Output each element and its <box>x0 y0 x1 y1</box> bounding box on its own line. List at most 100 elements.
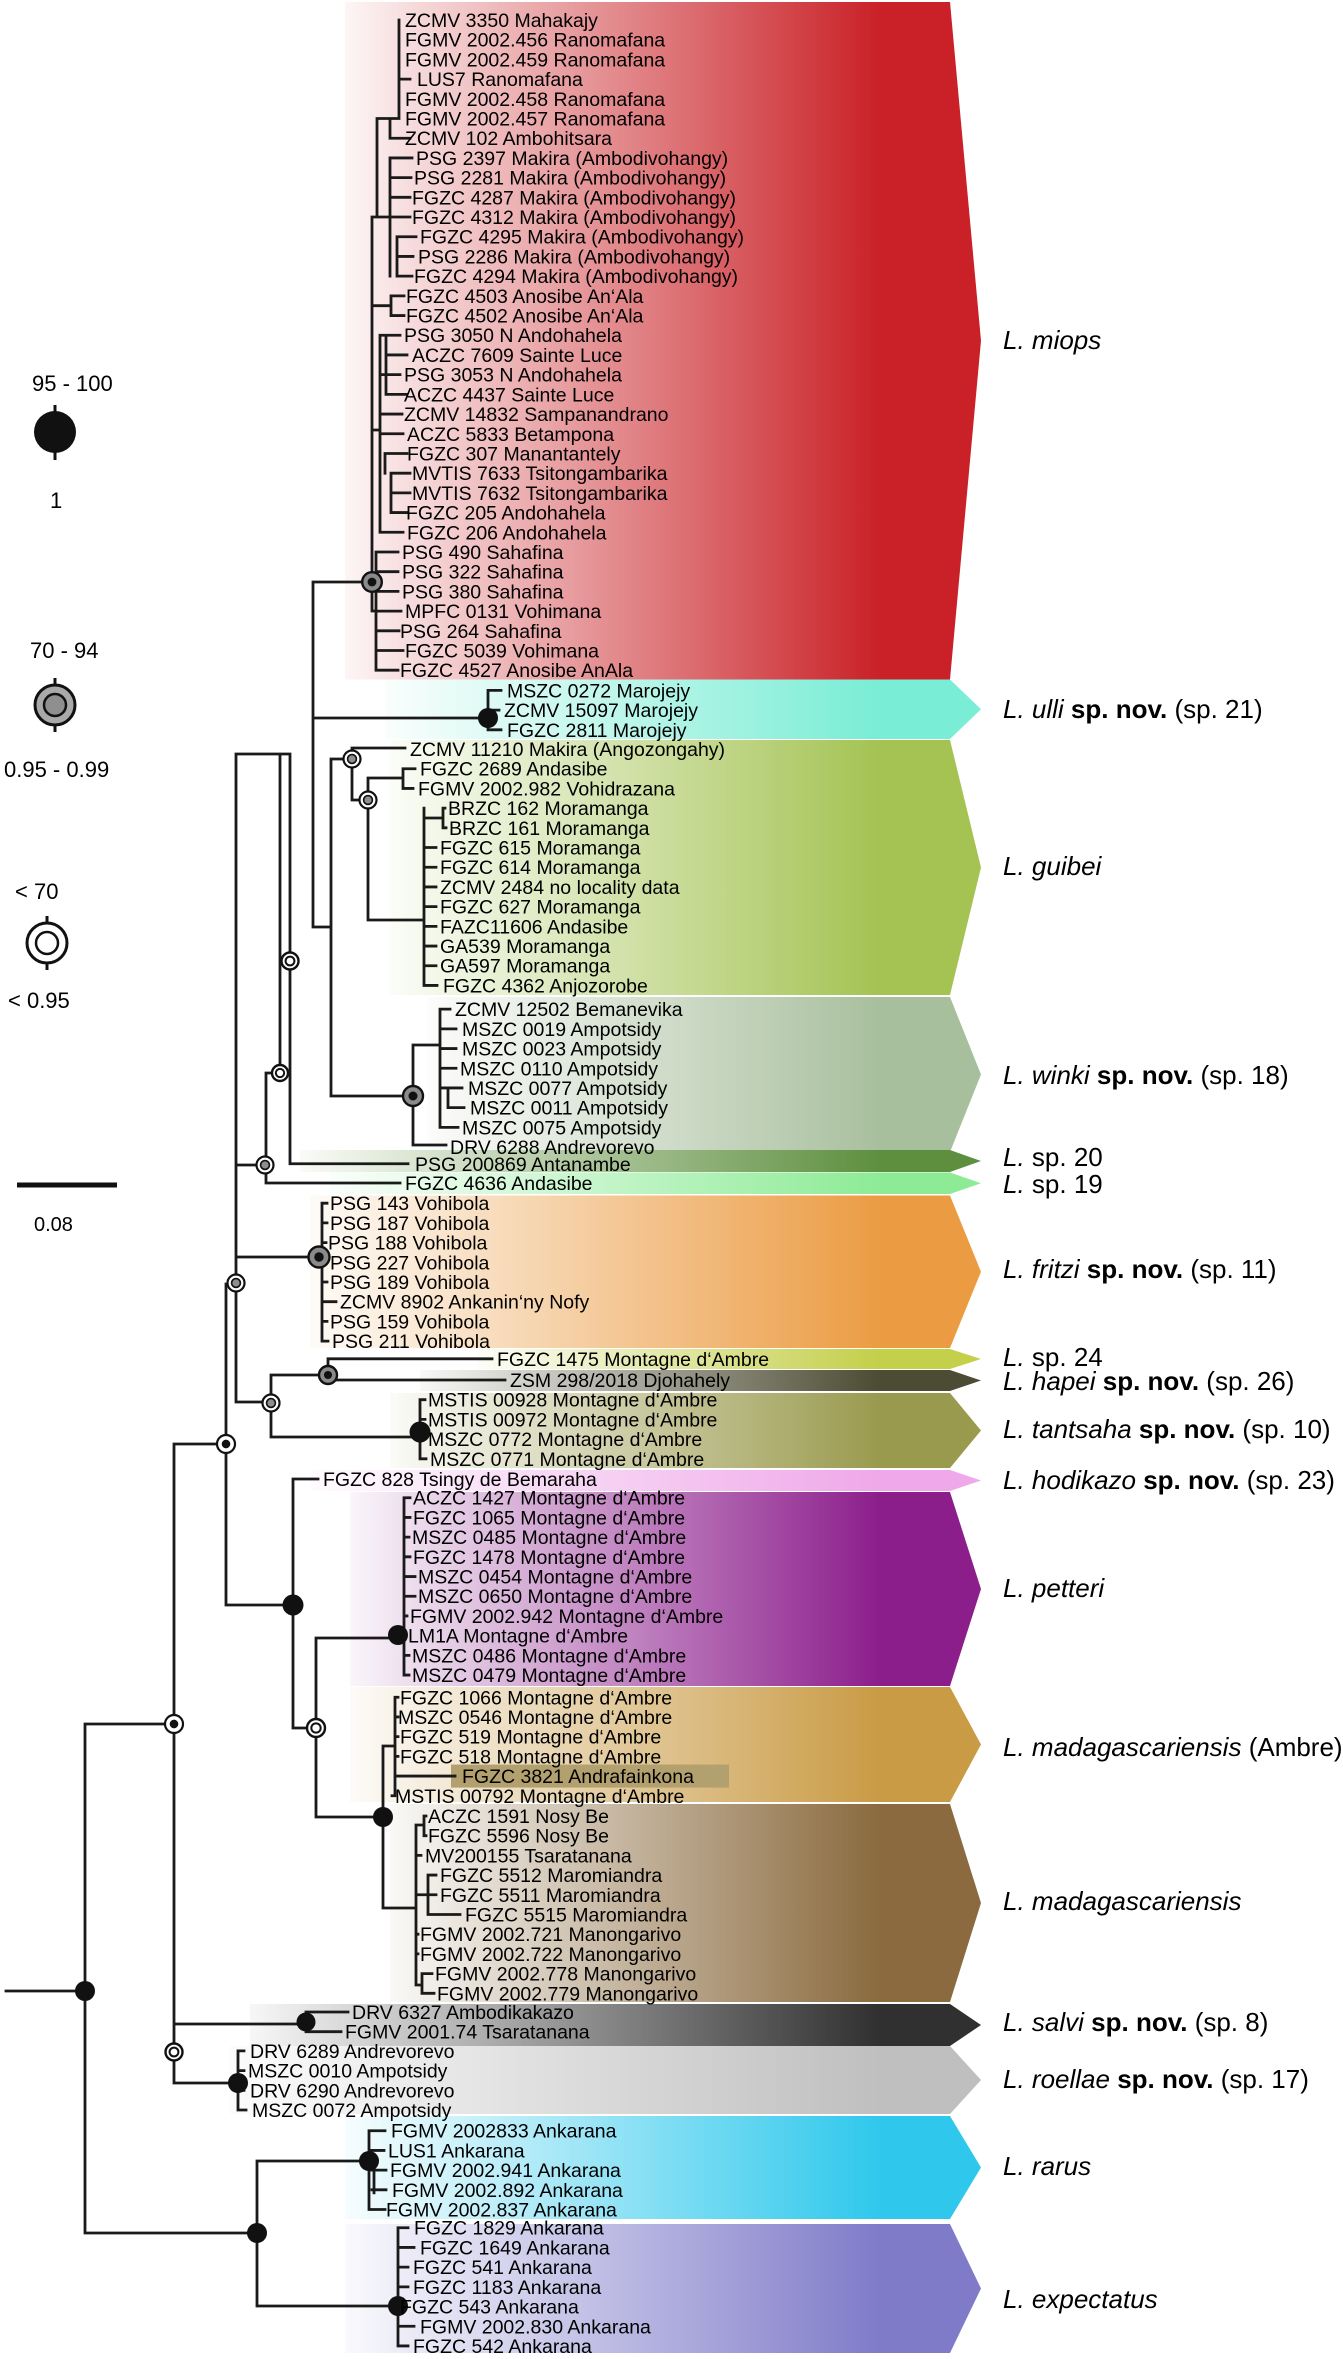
svg-text:MV200155 Tsaratanana: MV200155 Tsaratanana <box>425 1845 632 1867</box>
svg-text:ZCMV 12502 Bemanevika: ZCMV 12502 Bemanevika <box>455 999 683 1021</box>
svg-text:LUS1 Ankarana: LUS1 Ankarana <box>388 2140 525 2162</box>
svg-text:FGZC 828 Tsingy de Bemaraha: FGZC 828 Tsingy de Bemaraha <box>323 1469 597 1491</box>
svg-text:FGZC 4636 Andasibe: FGZC 4636 Andasibe <box>405 1173 593 1195</box>
svg-text:FGZC 4362 Anjozorobe: FGZC 4362 Anjozorobe <box>443 975 648 997</box>
svg-text:PSG 380 Sahafina: PSG 380 Sahafina <box>402 581 564 603</box>
svg-text:ZCMV 102 Ambohitsara: ZCMV 102 Ambohitsara <box>405 128 612 150</box>
svg-text:BRZC 161 Moramanga: BRZC 161 Moramanga <box>449 818 650 840</box>
svg-text:FGZC 4503 Anosibe An‘Ala: FGZC 4503 Anosibe An‘Ala <box>406 286 644 308</box>
svg-text:ZCMV 8902 Ankanin‘ny Nofy: ZCMV 8902 Ankanin‘ny Nofy <box>340 1292 590 1314</box>
svg-text:MSZC 0479 Montagne d‘Ambre: MSZC 0479 Montagne d‘Ambre <box>412 1665 686 1687</box>
svg-text:FGMV 2002833 Ankarana: FGMV 2002833 Ankarana <box>391 2121 617 2143</box>
svg-text:PSG 187 Vohibola: PSG 187 Vohibola <box>330 1213 490 1235</box>
svg-text:GA597 Moramanga: GA597 Moramanga <box>440 956 610 978</box>
svg-text:ZCMV 15097 Marojejy: ZCMV 15097 Marojejy <box>504 700 698 722</box>
svg-text:LUS7 Ranomafana: LUS7 Ranomafana <box>417 69 583 91</box>
svg-text:MSZC 0010 Ampotsidy: MSZC 0010 Ampotsidy <box>248 2061 448 2083</box>
svg-text:ACZC 1591 Nosy Be: ACZC 1591 Nosy Be <box>428 1806 609 1828</box>
svg-text:PSG 188 Vohibola: PSG 188 Vohibola <box>328 1233 488 1255</box>
svg-text:FGMV 2002.982 Vohidrazana: FGMV 2002.982 Vohidrazana <box>418 778 675 800</box>
svg-text:1: 1 <box>50 488 62 513</box>
svg-text:PSG 189 Vohibola: PSG 189 Vohibola <box>330 1272 490 1294</box>
svg-text:FGMV 2002.457 Ranomafana: FGMV 2002.457 Ranomafana <box>405 109 665 131</box>
svg-text:L. hapei sp. nov. (sp. 26): L. hapei sp. nov. (sp. 26) <box>1003 1366 1294 1396</box>
svg-text:FGZC 307 Manantantely: FGZC 307 Manantantely <box>407 443 621 465</box>
svg-text:PSG 2286 Makira (Ambodivohangy: PSG 2286 Makira (Ambodivohangy) <box>418 246 730 268</box>
svg-text:MSZC 0072 Ampotsidy: MSZC 0072 Ampotsidy <box>252 2100 452 2122</box>
svg-text:FGMV 2002.456 Ranomafana: FGMV 2002.456 Ranomafana <box>405 30 665 52</box>
svg-text:95 - 100: 95 - 100 <box>32 371 113 396</box>
svg-text:FGMV 2002.779 Manongarivo: FGMV 2002.779 Manongarivo <box>437 1983 698 2005</box>
svg-text:MSZC 0110 Ampotsidy: MSZC 0110 Ampotsidy <box>460 1058 658 1080</box>
svg-text:BRZC 162 Moramanga: BRZC 162 Moramanga <box>448 798 649 820</box>
svg-text:FGMV 2002.837 Ankarana: FGMV 2002.837 Ankarana <box>386 2200 617 2222</box>
svg-text:PSG 159 Vohibola: PSG 159 Vohibola <box>330 1311 490 1333</box>
svg-text:FGZC 543 Ankarana: FGZC 543 Ankarana <box>400 2297 579 2319</box>
svg-text:FGZC 541 Ankarana: FGZC 541 Ankarana <box>413 2257 592 2279</box>
svg-text:FGZC 614 Moramanga: FGZC 614 Moramanga <box>440 857 641 879</box>
svg-text:ZSM 298/2018 Djohahely: ZSM 298/2018 Djohahely <box>510 1370 730 1392</box>
svg-text:FGZC 5512 Maromiandra: FGZC 5512 Maromiandra <box>440 1865 662 1887</box>
svg-text:FGZC 4287 Makira (Ambodivohang: FGZC 4287 Makira (Ambodivohangy) <box>412 187 736 209</box>
svg-text:FGZC 1066 Montagne d‘Ambre: FGZC 1066 Montagne d‘Ambre <box>400 1687 672 1709</box>
svg-text:FGZC 4294 Makira (Ambodivohang: FGZC 4294 Makira (Ambodivohangy) <box>414 266 738 288</box>
svg-text:GA539 Moramanga: GA539 Moramanga <box>440 936 610 958</box>
svg-text:FGZC 3821 Andrafainkona: FGZC 3821 Andrafainkona <box>462 1766 694 1788</box>
svg-text:L. salvi sp. nov. (sp. 8): L. salvi sp. nov. (sp. 8) <box>1003 2007 1268 2037</box>
svg-text:MSZC 0771 Montagne d‘Ambre: MSZC 0771 Montagne d‘Ambre <box>430 1449 704 1471</box>
svg-text:MSZC 0486 Montagne d‘Ambre: MSZC 0486 Montagne d‘Ambre <box>412 1645 686 1667</box>
svg-text:FGZC 4502 Anosibe An‘Ala: FGZC 4502 Anosibe An‘Ala <box>406 306 644 328</box>
svg-text:PSG 2281 Makira (Ambodivohangy: PSG 2281 Makira (Ambodivohangy) <box>414 168 726 190</box>
svg-text:FGZC 615 Moramanga: FGZC 615 Moramanga <box>440 838 641 860</box>
svg-text:FGZC 1829 Ankarana: FGZC 1829 Ankarana <box>414 2218 604 2240</box>
svg-text:0.08: 0.08 <box>34 1214 73 1236</box>
svg-text:FGMV 2002.721 Manongarivo: FGMV 2002.721 Manongarivo <box>420 1924 681 1946</box>
svg-text:FGZC 2811 Marojejy: FGZC 2811 Marojejy <box>507 720 687 742</box>
svg-text:MVTIS 7632 Tsitongambarika: MVTIS 7632 Tsitongambarika <box>412 483 668 505</box>
svg-text:ZCMV 11210 Makira (Angozongahy: ZCMV 11210 Makira (Angozongahy) <box>410 739 725 761</box>
svg-text:70 - 94: 70 - 94 <box>30 638 99 663</box>
svg-text:FGMV 2002.941 Ankarana: FGMV 2002.941 Ankarana <box>390 2160 621 2182</box>
svg-text:MSZC 0011 Ampotsidy: MSZC 0011 Ampotsidy <box>470 1098 668 1120</box>
svg-text:FGZC 4312 Makira (Ambodivohang: FGZC 4312 Makira (Ambodivohangy) <box>412 207 736 229</box>
svg-text:L. fritzi sp. nov. (sp. 11): L. fritzi sp. nov. (sp. 11) <box>1003 1254 1277 1284</box>
svg-text:L. rarus: L. rarus <box>1003 2151 1091 2181</box>
svg-text:L. petteri: L. petteri <box>1003 1573 1105 1603</box>
svg-text:PSG 211 Vohibola: PSG 211 Vohibola <box>332 1331 490 1353</box>
svg-text:L. roellae sp. nov. (sp. 17): L. roellae sp. nov. (sp. 17) <box>1003 2064 1309 2094</box>
svg-text:FGZC 1649 Ankarana: FGZC 1649 Ankarana <box>420 2237 610 2259</box>
svg-text:PSG 322 Sahafina: PSG 322 Sahafina <box>402 562 564 584</box>
svg-text:PSG 2397 Makira (Ambodivohangy: PSG 2397 Makira (Ambodivohangy) <box>416 148 728 170</box>
svg-text:L. expectatus: L. expectatus <box>1003 2284 1158 2314</box>
svg-text:L. madagascariensis (Ambre): L. madagascariensis (Ambre) <box>1003 1732 1343 1762</box>
svg-text:L. winki sp. nov. (sp. 18): L. winki sp. nov. (sp. 18) <box>1003 1060 1289 1090</box>
svg-text:FGMV 2001.74 Tsaratanana: FGMV 2001.74 Tsaratanana <box>345 2022 590 2044</box>
svg-text:MSZC 0454 Montagne d‘Ambre: MSZC 0454 Montagne d‘Ambre <box>418 1567 692 1589</box>
svg-text:FGMV 2002.942 Montagne d‘Ambre: FGMV 2002.942 Montagne d‘Ambre <box>410 1606 723 1628</box>
svg-text:FGZC 1478 Montagne d‘Ambre: FGZC 1478 Montagne d‘Ambre <box>413 1547 685 1569</box>
svg-text:MSTIS 00792 Montagne d‘Ambre: MSTIS 00792 Montagne d‘Ambre <box>395 1786 684 1808</box>
svg-text:MSZC 0075 Ampotsidy: MSZC 0075 Ampotsidy <box>462 1117 662 1139</box>
svg-text:FGMV 2002.458 Ranomafana: FGMV 2002.458 Ranomafana <box>405 89 665 111</box>
svg-text:PSG 3053 N Andohahela: PSG 3053 N Andohahela <box>404 365 622 387</box>
svg-text:PSG 227 Vohibola: PSG 227 Vohibola <box>330 1252 490 1274</box>
svg-text:FGZC 1183 Ankarana: FGZC 1183 Ankarana <box>413 2277 601 2299</box>
svg-text:MSZC 0772 Montagne d‘Ambre: MSZC 0772 Montagne d‘Ambre <box>428 1429 702 1451</box>
svg-text:MSZC 0546 Montagne d‘Ambre: MSZC 0546 Montagne d‘Ambre <box>398 1707 672 1729</box>
svg-text:0.95 - 0.99: 0.95 - 0.99 <box>4 757 109 782</box>
svg-text:ZCMV 14832 Sampanandrano: ZCMV 14832 Sampanandrano <box>404 404 669 426</box>
svg-text:FGZC 518 Montagne d‘Ambre: FGZC 518 Montagne d‘Ambre <box>400 1746 661 1768</box>
svg-text:DRV 6288 Andrevorevo: DRV 6288 Andrevorevo <box>450 1137 655 1159</box>
svg-text:FGZC 4295 Makira (Ambodivohang: FGZC 4295 Makira (Ambodivohangy) <box>420 227 744 249</box>
svg-text:MSZC 0023 Ampotsidy: MSZC 0023 Ampotsidy <box>462 1039 662 1061</box>
svg-text:< 70: < 70 <box>15 879 58 904</box>
svg-text:DRV 6327 Ambodikakazo: DRV 6327 Ambodikakazo <box>352 2002 574 2024</box>
svg-text:L. hodikazo sp. nov. (sp. 23): L. hodikazo sp. nov. (sp. 23) <box>1003 1465 1335 1495</box>
svg-text:L. sp. 24: L. sp. 24 <box>1003 1342 1103 1372</box>
svg-text:PSG 200869 Antanambe: PSG 200869 Antanambe <box>415 1154 631 1176</box>
svg-text:FGZC 5039 Vohimana: FGZC 5039 Vohimana <box>405 640 599 662</box>
svg-text:FGMV 2002.778 Manongarivo: FGMV 2002.778 Manongarivo <box>435 1964 696 1986</box>
svg-text:FGZC 542 Ankarana: FGZC 542 Ankarana <box>413 2336 592 2358</box>
svg-text:< 0.95: < 0.95 <box>8 988 70 1013</box>
svg-text:PSG 3050 N Andohahela: PSG 3050 N Andohahela <box>404 325 622 347</box>
